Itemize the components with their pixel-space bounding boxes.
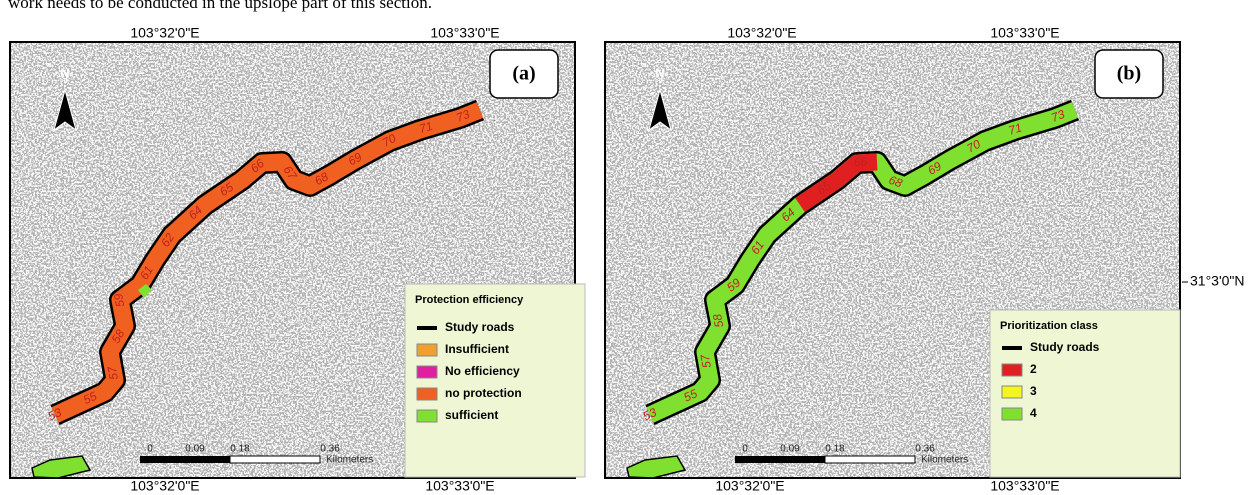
scale-tick-label: 0.36 [915,444,935,455]
legend-swatch [417,366,437,378]
legend-swatch [1002,364,1022,376]
scale-tick-label: 0.09 [185,444,205,455]
legend-line [1002,346,1022,350]
scale-tick-label: 0.18 [230,444,250,455]
legend-title: Prioritization class [1000,320,1098,332]
panel-label: (a) [512,63,535,85]
legend-line [417,326,437,330]
scale-tick-label: 0.36 [320,444,340,455]
north-label: N [60,65,69,80]
legend-label: sufficient [445,408,498,422]
legend-label: Study roads [445,320,515,334]
scale-tick-label: 0.09 [780,444,800,455]
legend-label: 2 [1030,362,1037,376]
scale-tick-label: 0.18 [825,444,845,455]
page: {"header":{"text":"work needs to be cond… [0,0,1255,495]
bottom-coord-label: 103°33'0"E [990,478,1059,494]
top-coord-label: 103°33'0"E [430,25,499,41]
lat-label: 31°3'0"N [1190,273,1245,289]
scale-tick-label: 0 [742,444,748,455]
top-coord-label: 103°32'0"E [130,25,199,41]
header-text: work needs to be conducted in the upslop… [8,0,432,12]
legend-label: no protection [445,386,522,400]
legend-label: No efficiency [445,364,520,378]
road-label: 66 [853,155,867,170]
legend-swatch [1002,386,1022,398]
legend-box [405,284,585,477]
scale-unit: Kilometers [921,455,968,466]
legend-label: Study roads [1030,340,1100,354]
bottom-coord-label: 103°32'0"E [130,478,199,494]
north-label: N [655,65,664,80]
legend-label: 3 [1030,384,1037,398]
top-coord-label: 103°32'0"E [727,25,796,41]
legend-title: Protection efficiency [415,294,524,306]
scale-bar-white [825,456,915,463]
legend-swatch [417,410,437,422]
bottom-coord-label: 103°33'0"E [425,478,494,494]
scale-bar-black [140,456,230,463]
legend-swatch [417,388,437,400]
legend-label: Insufficient [445,342,509,356]
bottom-coord-label: 103°32'0"E [715,478,784,494]
legend-swatch [1002,408,1022,420]
legend-label: 4 [1030,406,1037,420]
scale-unit: Kilometers [326,455,373,466]
top-coord-label: 103°33'0"E [990,25,1059,41]
scale-bar-white [230,456,320,463]
scale-tick-label: 0 [147,444,153,455]
scale-bar-black [735,456,825,463]
legend-swatch [417,344,437,356]
panel-label: (b) [1117,63,1141,85]
figure: work needs to be conducted in the upslop… [0,0,1255,495]
